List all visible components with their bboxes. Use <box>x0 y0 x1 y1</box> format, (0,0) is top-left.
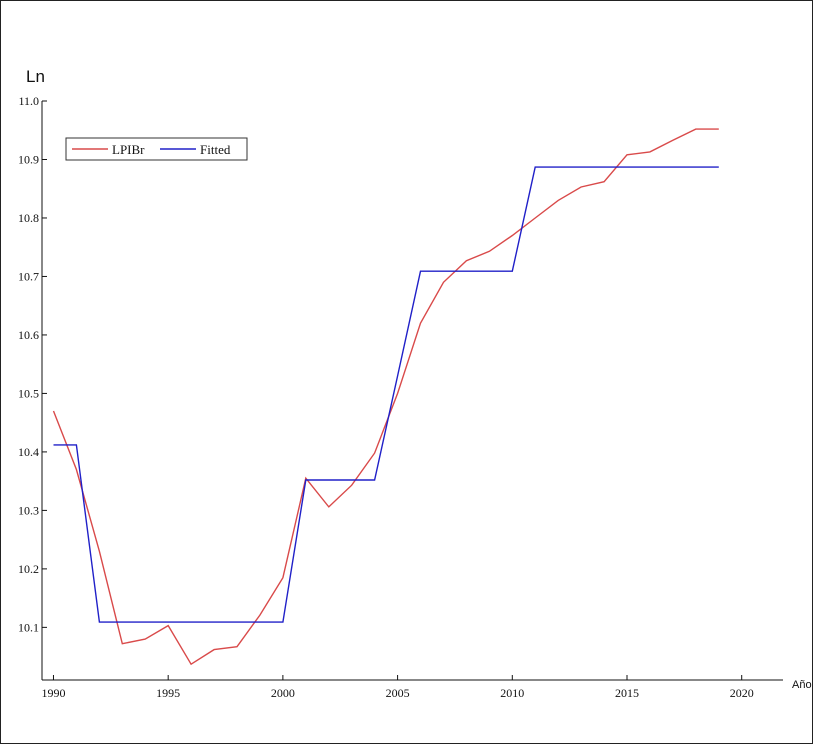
legend-box <box>65 137 248 161</box>
y-axis-label: Ln <box>26 67 45 86</box>
x-tick-label: 1990 <box>41 686 65 700</box>
y-tick-label: 10.2 <box>18 562 39 576</box>
y-tick-label: 10.9 <box>18 152 39 166</box>
x-ticks: 1990 1995 2000 2005 2010 2015 2020 <box>41 675 754 700</box>
y-tick-label: 10.3 <box>18 503 39 517</box>
y-tick-label: 11.0 <box>18 94 39 108</box>
y-tick-label: 10.5 <box>18 386 39 400</box>
y-tick-label: 10.8 <box>18 211 39 225</box>
x-tick-label: 2020 <box>730 686 754 700</box>
axes <box>41 101 783 681</box>
series-line-fitted <box>53 166 719 623</box>
legend-label: LPIBr <box>112 142 145 157</box>
legend-label: Fitted <box>200 142 231 157</box>
y-tick-label: 10.7 <box>18 269 39 283</box>
y-tick-label: 10.6 <box>18 328 39 342</box>
legend: LPIBr Fitted <box>65 137 248 161</box>
x-tick-label: 1995 <box>156 686 180 700</box>
y-tick-label: 10.4 <box>18 445 39 459</box>
series-group <box>52 128 719 666</box>
y-tick-label: 10.1 <box>18 620 39 634</box>
x-tick-label: 2005 <box>386 686 410 700</box>
x-tick-label: 2010 <box>500 686 524 700</box>
series-line-lpibr <box>52 128 719 666</box>
x-tick-label: 2000 <box>271 686 295 700</box>
x-axis-label: Año <box>792 679 812 691</box>
y-ticks: 10.1 10.2 10.3 10.4 10.5 10.6 10.7 10.8 10.9 11.0 <box>18 94 47 634</box>
x-tick-label: 2015 <box>615 686 639 700</box>
